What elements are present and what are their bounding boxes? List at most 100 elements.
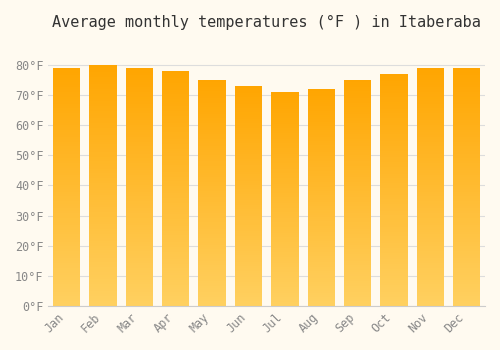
Bar — [90, 301, 117, 303]
Bar — [126, 116, 153, 118]
Bar — [126, 211, 153, 213]
Bar — [271, 158, 298, 161]
Bar — [380, 134, 407, 136]
Bar — [126, 289, 153, 292]
Bar — [453, 70, 480, 73]
Bar — [453, 173, 480, 175]
Bar — [235, 106, 262, 108]
Bar — [380, 266, 407, 269]
Bar — [344, 254, 372, 256]
Bar — [53, 77, 80, 80]
Bar — [126, 273, 153, 275]
Bar — [380, 220, 407, 222]
Bar — [380, 127, 407, 130]
Bar — [417, 253, 444, 256]
Bar — [90, 255, 117, 258]
Bar — [53, 303, 80, 306]
Bar — [417, 68, 444, 70]
Bar — [53, 82, 80, 85]
Bar — [126, 223, 153, 225]
Bar — [90, 231, 117, 233]
Bar — [235, 279, 262, 282]
Bar — [235, 262, 262, 264]
Bar — [380, 130, 407, 132]
Bar — [344, 110, 372, 112]
Bar — [380, 296, 407, 299]
Bar — [126, 154, 153, 156]
Bar — [235, 161, 262, 163]
Bar — [380, 257, 407, 259]
Bar — [344, 107, 372, 110]
Bar — [417, 120, 444, 123]
Bar — [417, 275, 444, 277]
Bar — [162, 301, 190, 303]
Bar — [308, 91, 335, 93]
Bar — [198, 177, 226, 180]
Bar — [90, 248, 117, 251]
Bar — [90, 70, 117, 72]
Bar — [90, 238, 117, 241]
Bar — [126, 137, 153, 139]
Bar — [126, 263, 153, 265]
Bar — [126, 294, 153, 296]
Bar — [344, 100, 372, 103]
Bar — [198, 245, 226, 247]
Bar — [53, 94, 80, 97]
Bar — [162, 71, 190, 74]
Bar — [53, 73, 80, 75]
Bar — [344, 148, 372, 150]
Bar — [453, 287, 480, 289]
Bar — [308, 269, 335, 271]
Bar — [162, 214, 190, 217]
Bar — [198, 96, 226, 98]
Bar — [308, 174, 335, 176]
Bar — [417, 89, 444, 92]
Bar — [198, 103, 226, 105]
Bar — [344, 238, 372, 240]
Bar — [417, 170, 444, 173]
Bar — [53, 113, 80, 116]
Bar — [90, 292, 117, 294]
Bar — [380, 216, 407, 218]
Bar — [53, 101, 80, 104]
Bar — [235, 95, 262, 97]
Bar — [162, 217, 190, 219]
Bar — [308, 111, 335, 113]
Bar — [53, 194, 80, 196]
Bar — [308, 163, 335, 165]
Bar — [53, 220, 80, 223]
Bar — [198, 231, 226, 233]
Bar — [271, 304, 298, 306]
Bar — [271, 289, 298, 291]
Bar — [453, 120, 480, 123]
Bar — [380, 104, 407, 106]
Bar — [53, 80, 80, 82]
Bar — [90, 253, 117, 255]
Bar — [198, 218, 226, 220]
Bar — [344, 276, 372, 279]
Bar — [271, 188, 298, 190]
Bar — [235, 104, 262, 106]
Bar — [417, 251, 444, 253]
Bar — [453, 277, 480, 280]
Bar — [271, 96, 298, 98]
Bar — [53, 142, 80, 144]
Bar — [90, 145, 117, 147]
Bar — [53, 125, 80, 127]
Bar — [417, 144, 444, 147]
Bar — [126, 277, 153, 280]
Bar — [126, 139, 153, 142]
Bar — [344, 186, 372, 188]
Bar — [235, 174, 262, 176]
Bar — [235, 121, 262, 124]
Bar — [235, 90, 262, 93]
Bar — [90, 142, 117, 145]
Bar — [453, 223, 480, 225]
Bar — [417, 280, 444, 282]
Bar — [417, 163, 444, 166]
Bar — [53, 263, 80, 265]
Bar — [53, 75, 80, 77]
Bar — [235, 141, 262, 143]
Bar — [344, 195, 372, 197]
Bar — [126, 287, 153, 289]
